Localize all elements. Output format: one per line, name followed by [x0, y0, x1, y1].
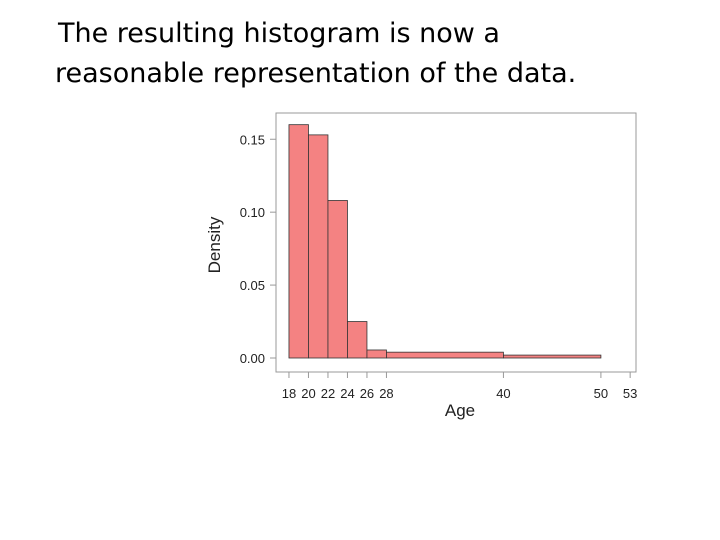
x-tick-label: 28	[379, 386, 393, 401]
bar	[386, 351, 504, 359]
x-tick-label: 53	[623, 386, 637, 401]
x-axis-label: Age	[445, 401, 475, 420]
x-tick-label: 24	[340, 386, 354, 401]
slide-text: reasonable representation of the data.	[55, 58, 576, 89]
bar	[327, 200, 348, 359]
y-tick-label: 0.15	[240, 132, 265, 147]
bar	[347, 321, 368, 359]
y-tick-label: 0.00	[240, 351, 265, 366]
x-tick-label: 20	[301, 386, 315, 401]
x-tick-label: 18	[282, 386, 296, 401]
x-tick-label: 26	[360, 386, 374, 401]
bar	[308, 134, 329, 359]
x-tick-label: 22	[321, 386, 335, 401]
bar	[503, 354, 602, 359]
bar	[366, 349, 387, 359]
x-tick-label: 40	[496, 386, 510, 401]
bar	[288, 124, 309, 359]
x-tick-label: 50	[594, 386, 608, 401]
slide-text: The resulting histogram is now a	[57, 18, 500, 49]
y-tick-label: 0.05	[240, 278, 265, 293]
plot-frame	[275, 112, 637, 373]
y-axis-label: Density	[205, 216, 224, 273]
y-tick-label: 0.10	[240, 205, 265, 220]
